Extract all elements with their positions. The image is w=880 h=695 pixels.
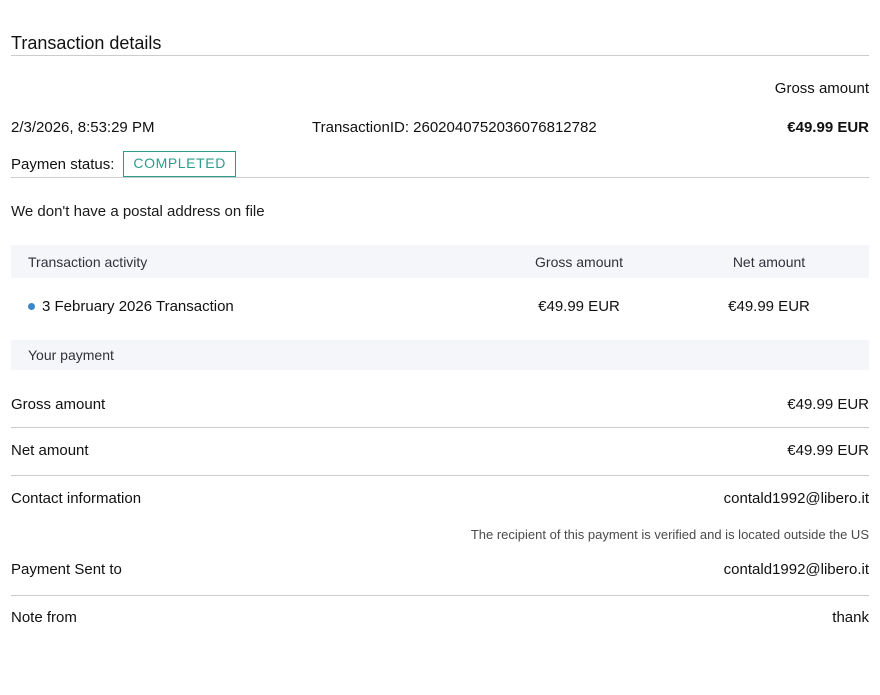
detail-row-note-from: Note from thank	[11, 596, 869, 626]
detail-net-label: Net amount	[11, 442, 89, 459]
detail-row-gross: Gross amount €49.99 EUR	[11, 370, 869, 428]
detail-gross-value: €49.99 EUR	[787, 396, 869, 413]
activity-header-label: Transaction activity	[28, 253, 148, 270]
detail-row-contact: Contact information contald1992@libero.i…	[11, 476, 869, 507]
transaction-id: TransactionID: 2602040752036076812782	[312, 119, 597, 136]
activity-bullet-icon	[28, 303, 35, 310]
divider-under-title	[11, 55, 869, 56]
contact-information-label: Contact information	[11, 490, 142, 507]
your-payment-section-header: Your payment	[11, 340, 869, 370]
activity-header-gross: Gross amount	[535, 253, 623, 270]
recipient-verified-note: The recipient of this payment is verifie…	[470, 527, 869, 542]
your-payment-label: Your payment	[28, 347, 114, 363]
contact-information-value: contald1992@libero.it	[723, 490, 869, 507]
divider-under-status	[11, 177, 869, 178]
detail-net-value: €49.99 EUR	[787, 442, 869, 459]
activity-header-net: Net amount	[732, 253, 806, 270]
activity-row-net: €49.99 EUR	[728, 298, 810, 315]
page-title: Transaction details	[11, 33, 162, 53]
payment-status-label: Paymen status:	[11, 155, 115, 173]
payment-sent-to-value: contald1992@libero.it	[723, 561, 869, 578]
gross-amount-label: Gross amount	[774, 80, 869, 97]
postal-address-notice: We don't have a postal address on file	[11, 203, 265, 220]
activity-table-header: Transaction activity Gross amount Net am…	[11, 245, 869, 278]
activity-row-gross: €49.99 EUR	[538, 298, 620, 315]
transaction-details-page: Transaction details Gross amount 2/3/202…	[11, 33, 869, 626]
gross-amount-value: €49.99 EUR	[787, 119, 869, 136]
detail-row-net: Net amount €49.99 EUR	[11, 428, 869, 476]
transaction-summary-row: 2/3/2026, 8:53:29 PM TransactionID: 2602…	[11, 119, 869, 136]
gross-amount-column-label: Gross amount	[11, 81, 869, 97]
note-from-label: Note from	[11, 609, 77, 626]
note-from-value: thank	[832, 609, 869, 626]
detail-row-payment-sent-to: Payment Sent to contald1992@libero.it	[11, 562, 869, 596]
payment-status-row: Paymen status: COMPLETED	[11, 151, 869, 177]
activity-row-text: 3 February 2026 Transaction	[42, 298, 234, 315]
status-badge: COMPLETED	[123, 151, 236, 177]
transaction-datetime: 2/3/2026, 8:53:29 PM	[11, 119, 155, 136]
payment-sent-to-label: Payment Sent to	[11, 561, 122, 578]
detail-gross-label: Gross amount	[11, 396, 106, 413]
activity-row-label: 3 February 2026 Transaction	[11, 298, 489, 315]
activity-table-row: 3 February 2026 Transaction €49.99 EUR €…	[11, 278, 869, 315]
